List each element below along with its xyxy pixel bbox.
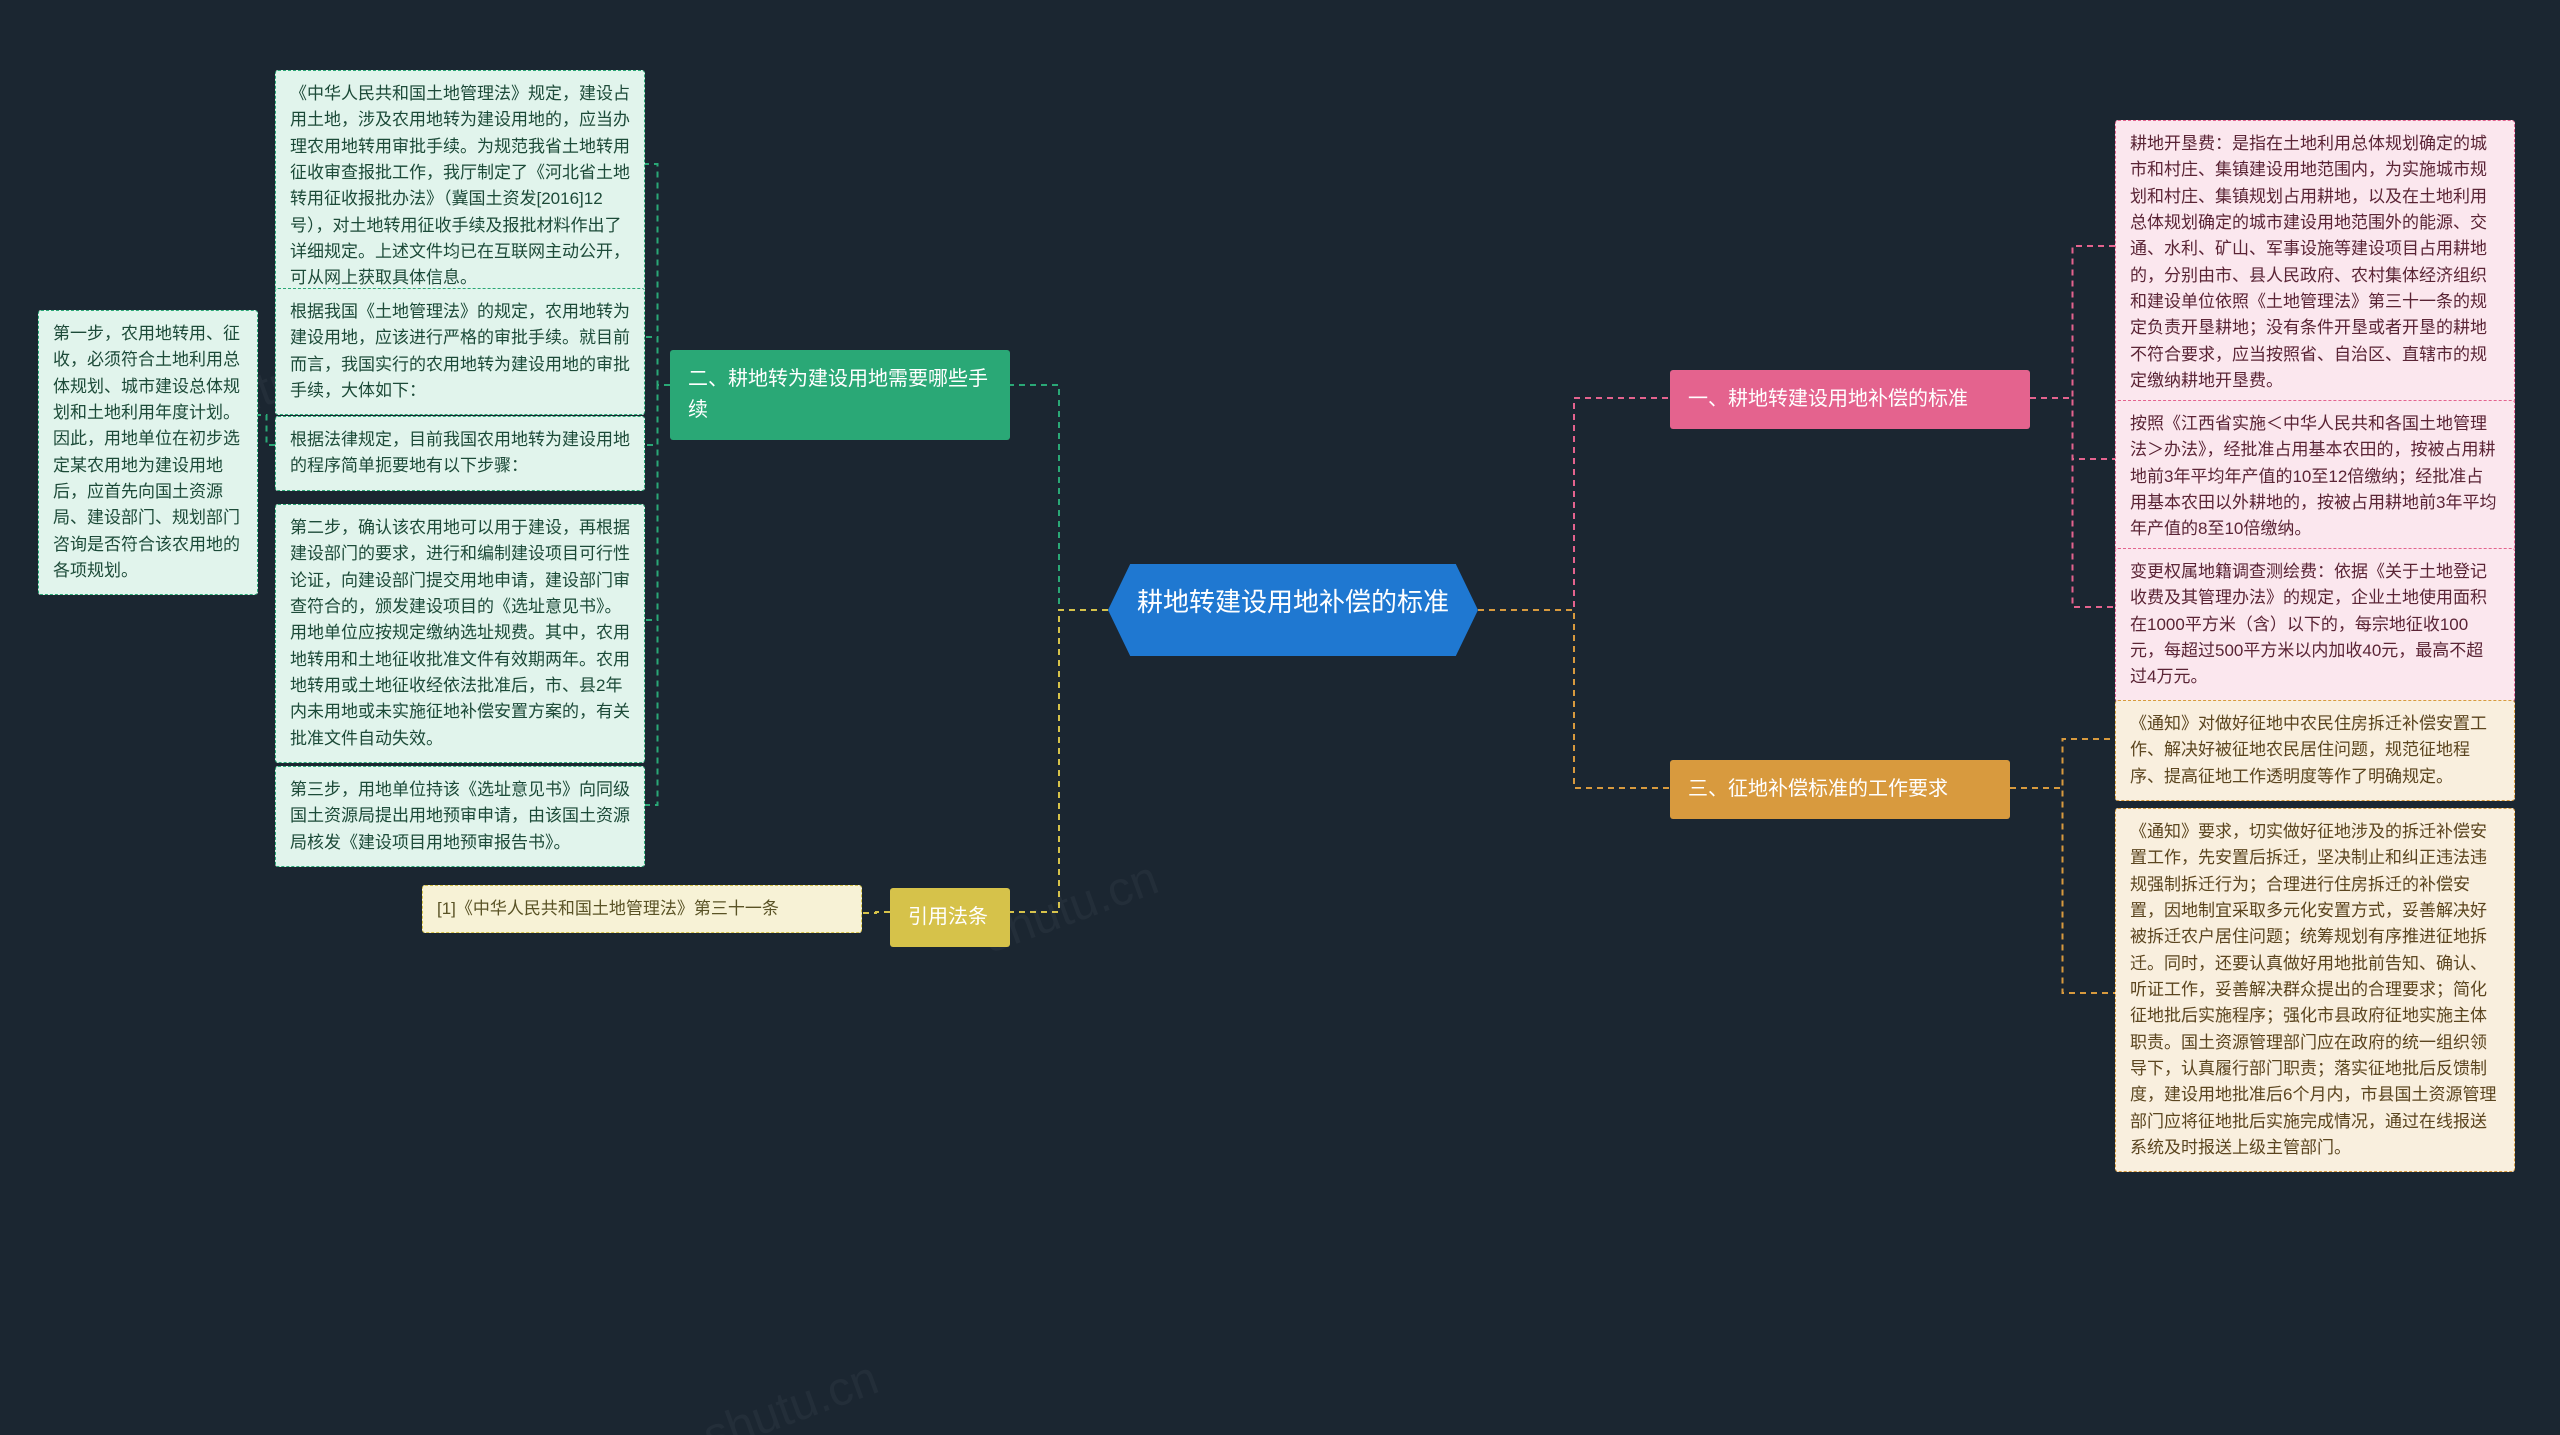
leaf-node: 第一步，农用地转用、征收，必须符合土地利用总体规划、城市建设总体规划和土地利用年… xyxy=(38,310,258,595)
leaf-text: 第一步，农用地转用、征收，必须符合土地利用总体规划、城市建设总体规划和土地利用年… xyxy=(53,324,240,580)
leaf-text: 《中华人民共和国土地管理法》规定，建设占用土地，涉及农用地转为建设用地的，应当办… xyxy=(290,84,630,287)
leaf-text: 根据法律规定，目前我国农用地转为建设用地的程序简单扼要地有以下步骤： xyxy=(290,430,630,475)
leaf-node: 按照《江西省实施＜中华人民共和各国土地管理法＞办法》，经批准占用基本农田的，按被… xyxy=(2115,400,2515,554)
watermark: shutu.cn xyxy=(696,1351,885,1435)
leaf-node: 《通知》对做好征地中农民住房拆迁补偿安置工作、解决好被征地农民居住问题，规范征地… xyxy=(2115,700,2515,801)
leaf-text: 《通知》要求，切实做好征地涉及的拆迁补偿安置工作，先安置后拆迁，坚决制止和纠正违… xyxy=(2130,822,2496,1157)
leaf-text: 耕地开垦费：是指在土地利用总体规划确定的城市和村庄、集镇建设用地范围内，为实施城… xyxy=(2130,134,2487,390)
branch-label: 三、征地补偿标准的工作要求 xyxy=(1688,778,1948,800)
leaf-node: 第三步，用地单位持该《选址意见书》向同级国土资源局提出用地预审申请，由该国土资源… xyxy=(275,766,645,867)
leaf-node: 第二步，确认该农用地可以用于建设，再根据建设部门的要求，进行和编制建设项目可行性… xyxy=(275,504,645,763)
branch-node: 引用法条 xyxy=(890,888,1010,947)
branch-node: 三、征地补偿标准的工作要求 xyxy=(1670,760,2010,819)
leaf-text: 按照《江西省实施＜中华人民共和各国土地管理法＞办法》，经批准占用基本农田的，按被… xyxy=(2130,414,2496,538)
leaf-node: 《中华人民共和国土地管理法》规定，建设占用土地，涉及农用地转为建设用地的，应当办… xyxy=(275,70,645,303)
branch-label: 引用法条 xyxy=(908,906,988,928)
leaf-text: 第二步，确认该农用地可以用于建设，再根据建设部门的要求，进行和编制建设项目可行性… xyxy=(290,518,630,748)
leaf-text: 《通知》对做好征地中农民住房拆迁补偿安置工作、解决好被征地农民居住问题，规范征地… xyxy=(2130,714,2487,786)
center-node: 耕地转建设用地补偿的标准 xyxy=(1108,564,1478,656)
leaf-text: [1]《中华人民共和国土地管理法》第三十一条 xyxy=(437,899,779,918)
leaf-node: 耕地开垦费：是指在土地利用总体规划确定的城市和村庄、集镇建设用地范围内，为实施城… xyxy=(2115,120,2515,405)
branch-node: 一、耕地转建设用地补偿的标准 xyxy=(1670,370,2030,429)
leaf-text: 根据我国《土地管理法》的规定，农用地转为建设用地，应该进行严格的审批手续。就目前… xyxy=(290,302,630,400)
leaf-node: 根据法律规定，目前我国农用地转为建设用地的程序简单扼要地有以下步骤： xyxy=(275,416,645,491)
leaf-node: [1]《中华人民共和国土地管理法》第三十一条 xyxy=(422,885,862,933)
leaf-node: 根据我国《土地管理法》的规定，农用地转为建设用地，应该进行严格的审批手续。就目前… xyxy=(275,288,645,415)
leaf-text: 第三步，用地单位持该《选址意见书》向同级国土资源局提出用地预审申请，由该国土资源… xyxy=(290,780,630,852)
branch-node: 二、耕地转为建设用地需要哪些手续 xyxy=(670,350,1010,440)
branch-label: 一、耕地转建设用地补偿的标准 xyxy=(1688,388,1968,410)
center-label: 耕地转建设用地补偿的标准 xyxy=(1137,587,1449,617)
leaf-node: 《通知》要求，切实做好征地涉及的拆迁补偿安置工作，先安置后拆迁，坚决制止和纠正违… xyxy=(2115,808,2515,1172)
leaf-text: 变更权属地籍调查测绘费：依据《关于土地登记收费及其管理办法》的规定，企业土地使用… xyxy=(2130,562,2487,686)
leaf-node: 变更权属地籍调查测绘费：依据《关于土地登记收费及其管理办法》的规定，企业土地使用… xyxy=(2115,548,2515,702)
branch-label: 二、耕地转为建设用地需要哪些手续 xyxy=(688,368,988,421)
